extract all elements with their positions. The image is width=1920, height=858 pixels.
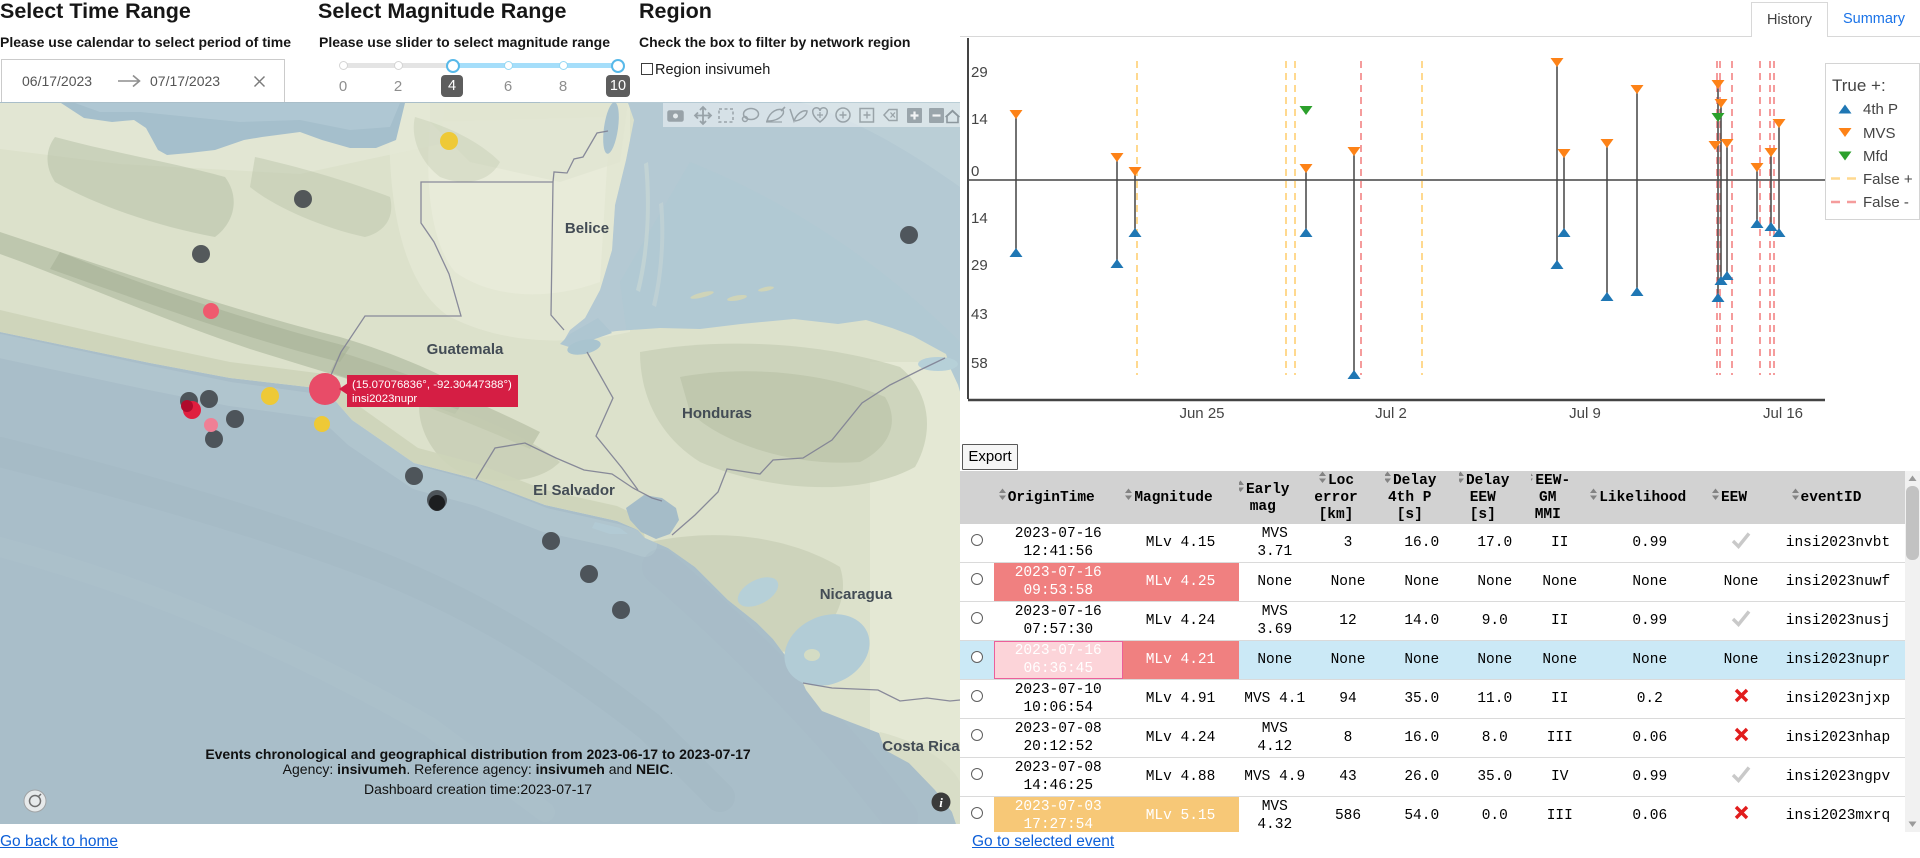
svg-text:False +: False +: [1863, 171, 1913, 188]
svg-text:Nicaragua: Nicaragua: [820, 586, 893, 603]
svg-text:Honduras: Honduras: [682, 405, 752, 422]
svg-text:True +:: True +:: [1832, 76, 1886, 95]
svg-text:False -: False -: [1863, 194, 1909, 211]
svg-text:0: 0: [971, 163, 979, 180]
svg-text:Guatemala: Guatemala: [427, 341, 504, 358]
svg-text:14: 14: [971, 210, 988, 227]
svg-text:Jul 2: Jul 2: [1375, 405, 1407, 422]
svg-text:Belice: Belice: [565, 220, 609, 237]
svg-text:14: 14: [971, 111, 988, 128]
svg-text:29: 29: [971, 64, 988, 81]
svg-text:El Salvador: El Salvador: [533, 482, 615, 499]
svg-text:4th P: 4th P: [1863, 101, 1898, 118]
svg-text:Jul 16: Jul 16: [1763, 405, 1803, 422]
svg-text:58: 58: [971, 355, 988, 372]
svg-text:Mfd: Mfd: [1863, 148, 1888, 165]
svg-text:Jul 9: Jul 9: [1569, 405, 1601, 422]
svg-text:insi2023nupr: insi2023nupr: [352, 393, 417, 405]
svg-text:43: 43: [971, 306, 988, 323]
svg-text:Costa Rica: Costa Rica: [882, 738, 960, 755]
svg-text:(15.07076836°, -92.30447388°): (15.07076836°, -92.30447388°): [352, 379, 512, 391]
svg-text:i: i: [939, 795, 943, 810]
svg-text:Jun 25: Jun 25: [1179, 405, 1224, 422]
svg-text:MVS: MVS: [1863, 125, 1896, 142]
svg-text:29: 29: [971, 257, 988, 274]
